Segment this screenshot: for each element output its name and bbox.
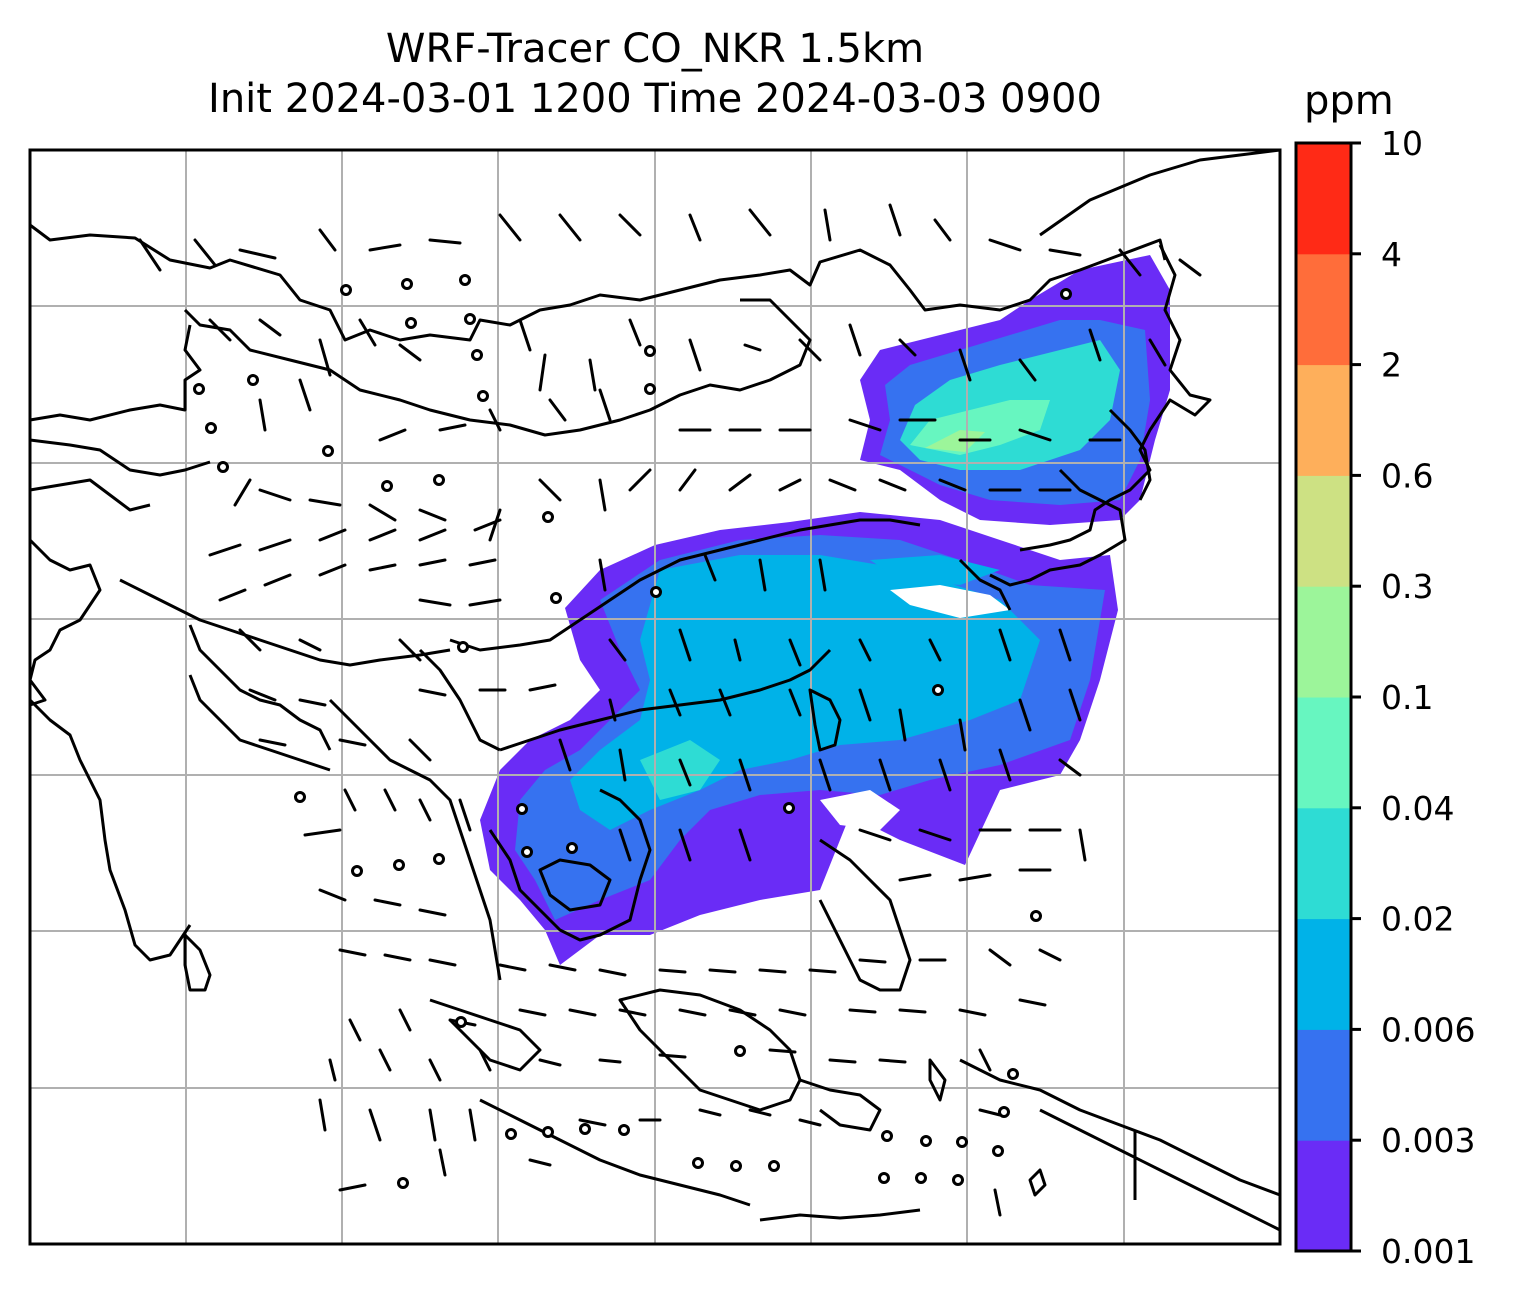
colorbar-tick-label: 0.003 bbox=[1381, 1121, 1475, 1160]
colorbar-tick-label: 4 bbox=[1381, 235, 1402, 274]
colorbar-segment bbox=[1296, 807, 1351, 920]
colorbar-segment bbox=[1296, 1029, 1351, 1141]
colorbar-segment bbox=[1296, 253, 1351, 366]
colorbar-tick-label: 2 bbox=[1381, 346, 1402, 385]
colorbar-tick-label: 0.3 bbox=[1381, 567, 1433, 606]
title-line-1: WRF-Tracer CO_NKR 1.5km bbox=[385, 26, 925, 72]
colorbar: 0.001 0.003 0.006 0.02 0.04 0.1 0.3 0.6 2 4 10 bbox=[1294, 124, 1475, 1271]
colorbar-segment bbox=[1296, 1140, 1351, 1252]
co-plume bbox=[480, 255, 1170, 965]
colorbar-segment bbox=[1296, 475, 1351, 587]
wind-barbs bbox=[138, 203, 1202, 1217]
colorbar-tick-label: 0.1 bbox=[1381, 678, 1433, 717]
colorbar-segment bbox=[1296, 586, 1351, 698]
colorbar-segment bbox=[1296, 143, 1351, 255]
colorbar-tick-label: 0.6 bbox=[1381, 456, 1433, 495]
colorbar-unit-label: ppm bbox=[1304, 78, 1394, 124]
map-frame bbox=[28, 148, 1282, 1246]
colorbar-tick-label: 0.02 bbox=[1381, 900, 1454, 939]
calm-wind-markers bbox=[193, 274, 1072, 1189]
map-title: WRF-Tracer CO_NKR 1.5km Init 2024-03-01 … bbox=[30, 24, 1280, 124]
colorbar-tick-label: 0.04 bbox=[1381, 789, 1454, 828]
colorbar-segment bbox=[1296, 364, 1351, 476]
colorbar-segment bbox=[1296, 697, 1351, 809]
colorbar-tick-label: 0.001 bbox=[1381, 1232, 1475, 1271]
coastlines bbox=[28, 148, 1281, 1232]
colorbar-segment bbox=[1296, 918, 1351, 1030]
colorbar-tick-label: 10 bbox=[1381, 124, 1423, 163]
colorbar-tick-label: 0.006 bbox=[1381, 1010, 1475, 1049]
title-line-2: Init 2024-03-01 1200 Time 2024-03-03 090… bbox=[208, 76, 1102, 122]
